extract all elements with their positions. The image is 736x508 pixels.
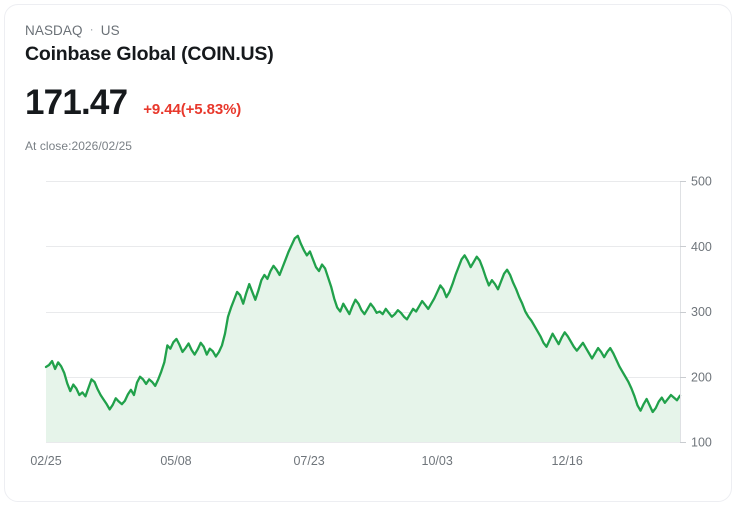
y-axis-label-400: 400 (691, 240, 712, 254)
stock-quote-card: NASDAQ · US Coinbase Global (COIN.US) 17… (4, 4, 732, 502)
region-label: US (100, 22, 120, 38)
quote-row: 171.47 +9.44(+5.83%) (25, 85, 711, 120)
price-line (44, 234, 682, 414)
x-axis-label-0: 02/25 (30, 454, 61, 468)
x-axis-label-3: 10/03 (422, 454, 453, 468)
x-axis-label-2: 07/23 (293, 454, 324, 468)
x-axis-label-4: 12/16 (552, 454, 583, 468)
exchange-row: NASDAQ · US (25, 21, 711, 39)
y-axis-labels: 500 400 300 200 100 (691, 175, 712, 450)
x-axis-label-1: 05/08 (160, 454, 191, 468)
price-chart[interactable]: 500 400 300 200 100 02/25 05/08 07/23 10/03 12/1… (5, 165, 731, 475)
current-price: 171.47 (25, 83, 128, 122)
y-axis-label-500: 500 (691, 175, 712, 189)
price-area-fill (46, 235, 680, 442)
y-axis-label-300: 300 (691, 305, 712, 319)
y-axis-label-100: 100 (691, 436, 712, 450)
market-status: At close:2026/02/25 (25, 139, 133, 153)
quote-header: NASDAQ · US Coinbase Global (COIN.US) 17… (25, 21, 711, 154)
page-title: Coinbase Global (COIN.US) (25, 43, 274, 65)
exchange-label: NASDAQ (25, 22, 83, 38)
chart-axes (680, 181, 686, 443)
y-axis-label-200: 200 (691, 370, 712, 384)
price-chart-svg: 500 400 300 200 100 02/25 05/08 07/23 10/03 12/1… (30, 175, 712, 469)
price-change: +9.44(+5.83%) (143, 101, 242, 118)
separator-dot: · (89, 22, 94, 36)
x-axis-labels: 02/25 05/08 07/23 10/03 12/16 (30, 454, 582, 468)
